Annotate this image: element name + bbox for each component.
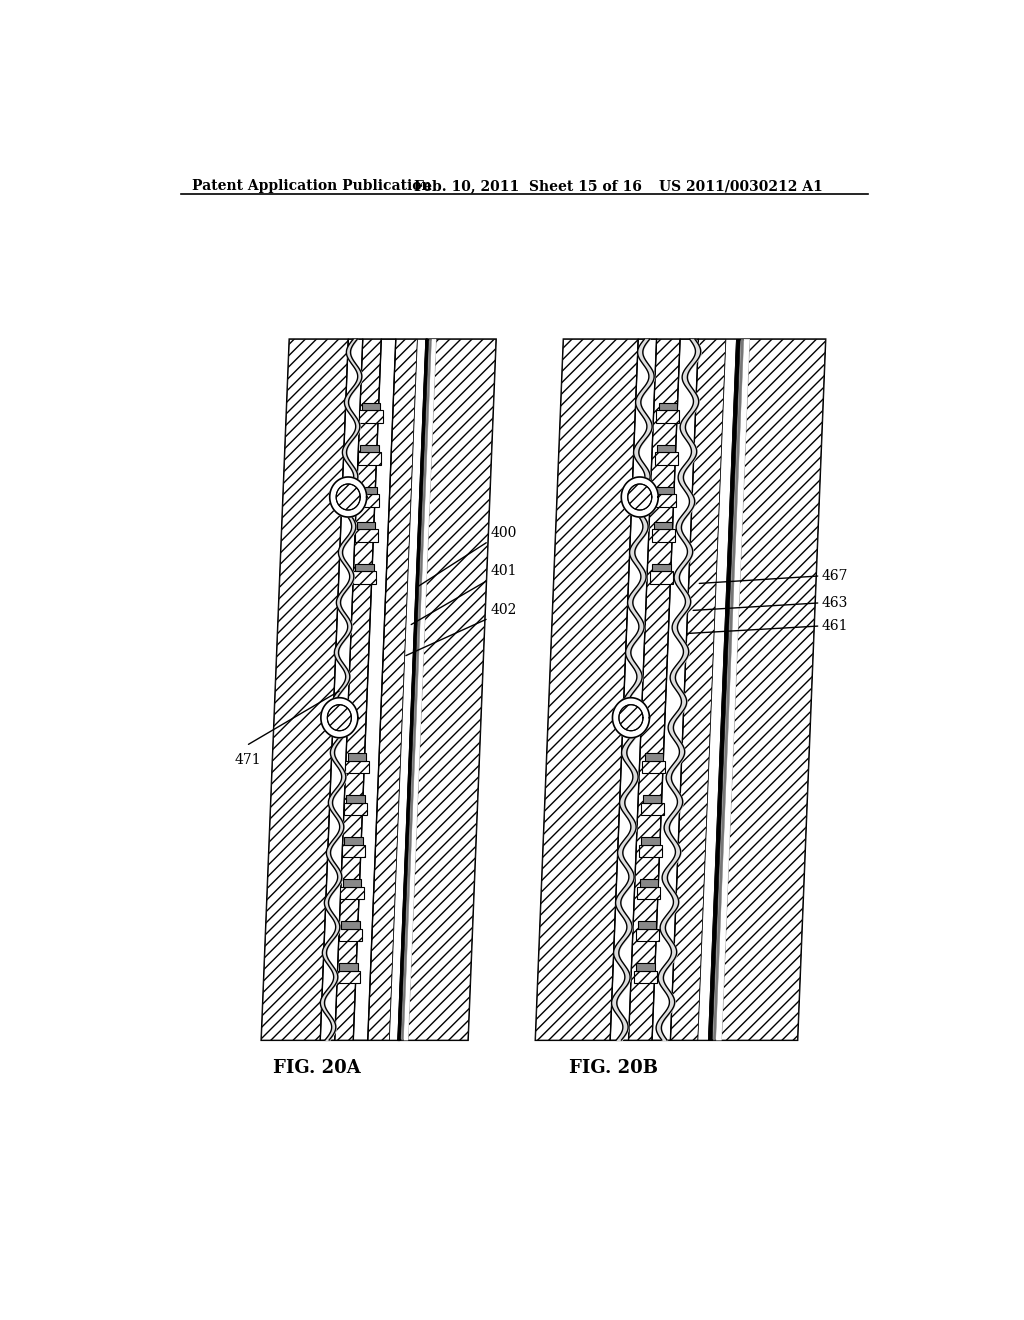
Polygon shape (655, 487, 674, 495)
Polygon shape (345, 760, 369, 774)
Polygon shape (330, 477, 367, 517)
Polygon shape (610, 339, 656, 1040)
Polygon shape (641, 803, 664, 814)
Polygon shape (698, 339, 736, 1040)
Polygon shape (356, 495, 379, 507)
Polygon shape (344, 837, 362, 845)
Polygon shape (354, 529, 378, 541)
Polygon shape (359, 411, 383, 422)
Polygon shape (344, 803, 367, 814)
Polygon shape (654, 521, 673, 529)
Text: 400: 400 (490, 525, 516, 540)
Polygon shape (389, 339, 426, 1040)
Text: FIG. 20A: FIG. 20A (273, 1059, 360, 1077)
Polygon shape (641, 837, 659, 845)
Polygon shape (335, 339, 381, 1040)
Polygon shape (653, 495, 676, 507)
Polygon shape (346, 795, 365, 803)
Polygon shape (357, 453, 381, 465)
Text: Feb. 10, 2011  Sheet 15 of 16: Feb. 10, 2011 Sheet 15 of 16 (414, 180, 642, 193)
Polygon shape (536, 339, 825, 1040)
Polygon shape (261, 339, 348, 1040)
Polygon shape (403, 339, 436, 1040)
Polygon shape (643, 795, 662, 803)
Polygon shape (638, 921, 656, 929)
Polygon shape (636, 964, 654, 970)
Polygon shape (342, 845, 366, 857)
Polygon shape (397, 339, 429, 1040)
Polygon shape (261, 339, 496, 1040)
Polygon shape (408, 339, 496, 1040)
Polygon shape (713, 339, 743, 1040)
Polygon shape (343, 879, 361, 887)
Polygon shape (355, 564, 374, 572)
Polygon shape (637, 887, 660, 899)
Text: 463: 463 (822, 595, 849, 610)
Polygon shape (321, 339, 362, 1040)
Polygon shape (358, 487, 377, 495)
Polygon shape (348, 752, 367, 760)
Polygon shape (341, 921, 359, 929)
Polygon shape (640, 879, 658, 887)
Polygon shape (360, 445, 379, 453)
Polygon shape (629, 339, 680, 1040)
Text: 401: 401 (490, 564, 517, 578)
Polygon shape (652, 339, 698, 1040)
Polygon shape (622, 477, 658, 517)
Polygon shape (353, 572, 376, 583)
Polygon shape (401, 339, 431, 1040)
Text: Patent Application Publication: Patent Application Publication (193, 180, 432, 193)
Text: 402: 402 (490, 603, 516, 616)
Polygon shape (671, 339, 726, 1040)
Polygon shape (321, 698, 357, 738)
Polygon shape (536, 339, 638, 1040)
Polygon shape (639, 845, 663, 857)
Polygon shape (339, 929, 361, 941)
Polygon shape (652, 564, 671, 572)
Polygon shape (336, 484, 360, 510)
Polygon shape (650, 572, 673, 583)
Text: US 2011/0030212 A1: US 2011/0030212 A1 (658, 180, 822, 193)
Polygon shape (612, 698, 649, 738)
Polygon shape (340, 887, 364, 899)
Polygon shape (722, 339, 825, 1040)
Polygon shape (716, 339, 750, 1040)
Polygon shape (654, 453, 678, 465)
Text: 467: 467 (822, 569, 849, 583)
Polygon shape (636, 929, 658, 941)
Polygon shape (328, 705, 351, 731)
Polygon shape (618, 705, 643, 731)
Polygon shape (656, 411, 679, 422)
Text: 461: 461 (822, 619, 849, 634)
Polygon shape (657, 445, 676, 453)
Polygon shape (361, 403, 380, 411)
Polygon shape (709, 339, 740, 1040)
Polygon shape (658, 403, 677, 411)
Polygon shape (634, 970, 657, 983)
Polygon shape (628, 484, 652, 510)
Polygon shape (337, 970, 360, 983)
Text: FIG. 20B: FIG. 20B (569, 1059, 658, 1077)
Polygon shape (642, 760, 666, 774)
Polygon shape (353, 339, 395, 1040)
Polygon shape (651, 529, 675, 541)
Text: 471: 471 (234, 752, 261, 767)
Polygon shape (368, 339, 418, 1040)
Polygon shape (357, 521, 376, 529)
Polygon shape (339, 964, 357, 970)
Polygon shape (645, 752, 664, 760)
